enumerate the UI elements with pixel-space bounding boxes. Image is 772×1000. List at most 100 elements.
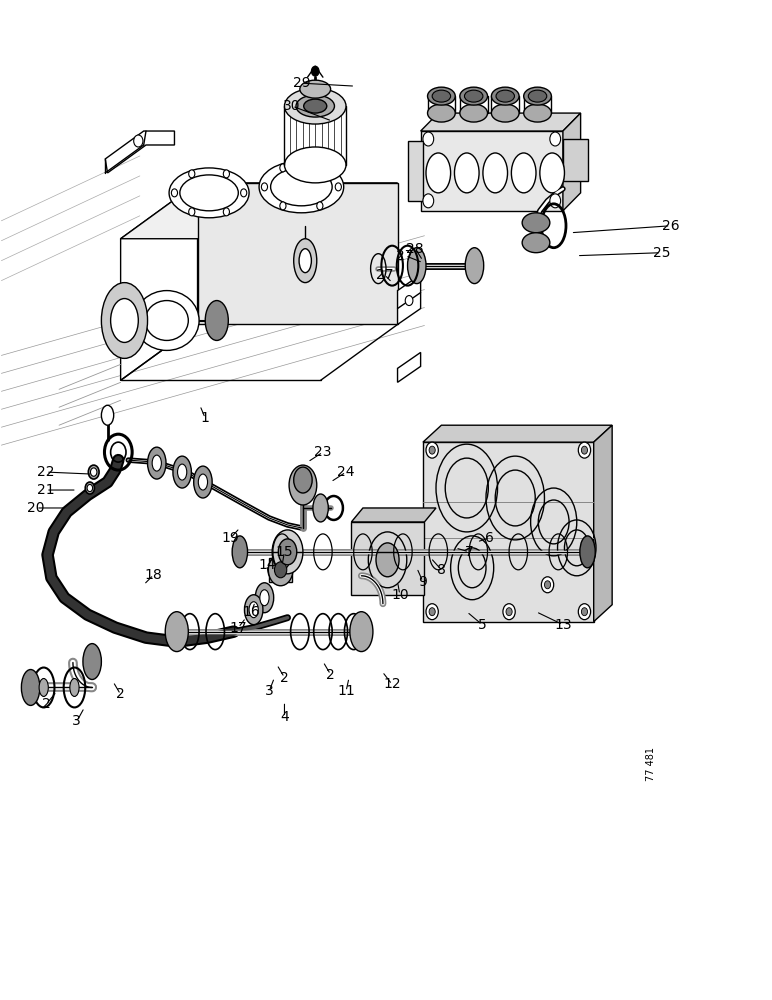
Text: 23: 23	[314, 445, 332, 459]
Ellipse shape	[180, 175, 239, 211]
Ellipse shape	[523, 87, 551, 105]
Text: 22: 22	[37, 465, 55, 479]
Text: 27: 27	[397, 249, 414, 263]
Ellipse shape	[528, 90, 547, 102]
Circle shape	[581, 446, 587, 454]
Polygon shape	[421, 113, 581, 131]
Polygon shape	[351, 508, 436, 522]
Text: 15: 15	[276, 545, 293, 559]
Text: 13: 13	[554, 618, 572, 632]
Circle shape	[550, 194, 560, 208]
Ellipse shape	[83, 644, 101, 680]
Polygon shape	[563, 113, 581, 211]
Circle shape	[188, 170, 195, 178]
Text: 2: 2	[280, 671, 289, 685]
Ellipse shape	[260, 590, 269, 606]
Circle shape	[578, 604, 591, 620]
Text: 14: 14	[258, 558, 276, 572]
Circle shape	[506, 608, 512, 616]
Text: 4: 4	[280, 710, 289, 724]
Polygon shape	[408, 141, 423, 201]
Ellipse shape	[169, 168, 249, 218]
Circle shape	[171, 189, 178, 197]
Ellipse shape	[194, 466, 212, 498]
Circle shape	[317, 164, 323, 172]
Text: 20: 20	[27, 501, 45, 515]
Ellipse shape	[289, 465, 317, 505]
Circle shape	[581, 608, 587, 616]
Ellipse shape	[178, 464, 187, 480]
Ellipse shape	[350, 612, 373, 652]
Ellipse shape	[492, 104, 519, 122]
Ellipse shape	[39, 679, 49, 696]
Circle shape	[429, 608, 435, 616]
Text: 3: 3	[265, 684, 273, 698]
Ellipse shape	[273, 530, 303, 574]
Ellipse shape	[580, 536, 595, 568]
Text: 30: 30	[283, 99, 301, 113]
Text: 24: 24	[337, 465, 355, 479]
Ellipse shape	[147, 447, 166, 479]
Text: 7: 7	[465, 545, 473, 559]
Ellipse shape	[101, 405, 113, 425]
Ellipse shape	[165, 612, 188, 652]
Ellipse shape	[522, 233, 550, 253]
Text: 5: 5	[478, 618, 486, 632]
Polygon shape	[423, 425, 612, 442]
Circle shape	[88, 465, 99, 479]
Text: 77 481: 77 481	[646, 747, 656, 781]
Ellipse shape	[300, 80, 330, 98]
Circle shape	[544, 581, 550, 589]
Ellipse shape	[173, 456, 191, 488]
Ellipse shape	[259, 161, 344, 213]
Ellipse shape	[465, 90, 483, 102]
Ellipse shape	[376, 543, 399, 577]
Text: 1: 1	[201, 411, 210, 425]
Text: 6: 6	[486, 531, 494, 545]
Circle shape	[223, 208, 229, 216]
Text: 2: 2	[42, 697, 50, 711]
Text: 9: 9	[418, 575, 428, 589]
Ellipse shape	[198, 474, 208, 490]
Circle shape	[241, 189, 247, 197]
Polygon shape	[105, 131, 174, 173]
Ellipse shape	[293, 239, 317, 283]
Text: 26: 26	[662, 219, 679, 233]
Circle shape	[262, 183, 268, 191]
Ellipse shape	[303, 99, 327, 113]
Ellipse shape	[22, 670, 40, 705]
Polygon shape	[120, 183, 198, 380]
Circle shape	[279, 202, 286, 210]
Circle shape	[426, 442, 438, 458]
Polygon shape	[269, 558, 292, 582]
Circle shape	[423, 132, 434, 146]
Circle shape	[188, 208, 195, 216]
Ellipse shape	[523, 104, 551, 122]
Circle shape	[317, 202, 323, 210]
Ellipse shape	[455, 153, 479, 193]
Circle shape	[550, 132, 560, 146]
Text: 19: 19	[222, 531, 239, 545]
Ellipse shape	[134, 291, 199, 350]
Ellipse shape	[69, 679, 79, 696]
Ellipse shape	[313, 494, 328, 522]
Polygon shape	[594, 425, 612, 622]
Text: 2: 2	[117, 687, 125, 701]
Ellipse shape	[293, 467, 312, 493]
Circle shape	[87, 484, 93, 492]
Ellipse shape	[460, 87, 488, 105]
Text: 27: 27	[376, 268, 393, 282]
Ellipse shape	[269, 554, 293, 586]
Polygon shape	[421, 131, 563, 211]
Ellipse shape	[256, 583, 274, 613]
Circle shape	[405, 296, 413, 306]
Ellipse shape	[460, 104, 488, 122]
Polygon shape	[423, 442, 594, 622]
Circle shape	[134, 135, 143, 147]
Text: 11: 11	[337, 684, 355, 698]
Ellipse shape	[408, 248, 426, 284]
Circle shape	[429, 446, 435, 454]
Text: 29: 29	[293, 76, 310, 90]
Ellipse shape	[249, 602, 259, 618]
Ellipse shape	[466, 248, 484, 284]
